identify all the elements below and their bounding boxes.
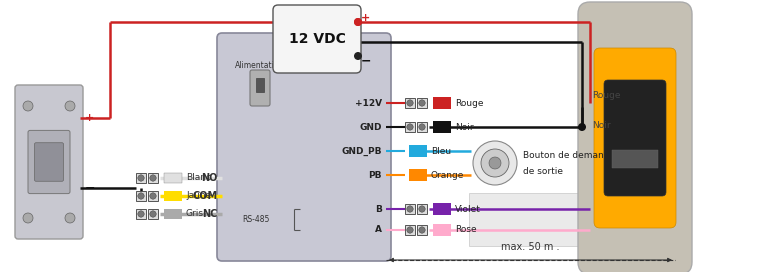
Bar [148,191,158,201]
Text: B: B [375,205,382,214]
Text: GND_PB: GND_PB [342,146,382,156]
Circle shape [354,18,362,26]
Circle shape [419,206,425,212]
Bar [417,122,427,132]
FancyBboxPatch shape [15,85,83,239]
Circle shape [65,101,75,111]
FancyBboxPatch shape [34,143,64,181]
Text: Gris: Gris [186,209,204,218]
Circle shape [489,157,501,169]
Bar [256,78,264,92]
Text: Bleu: Bleu [431,147,451,156]
Bar [612,150,658,168]
Circle shape [150,175,156,181]
Circle shape [407,100,413,106]
Circle shape [150,211,156,217]
Circle shape [419,227,425,233]
Bar [417,204,427,214]
Text: NC: NC [202,209,218,219]
Circle shape [419,100,425,106]
FancyBboxPatch shape [273,5,361,73]
Circle shape [138,193,144,199]
Text: COM: COM [193,191,218,201]
Bar [136,209,146,219]
Text: Rouge: Rouge [592,91,620,100]
Circle shape [473,141,517,185]
Text: Noir: Noir [455,122,474,131]
Circle shape [419,124,425,130]
Circle shape [354,18,362,26]
Bar [405,225,415,235]
Text: +: + [85,113,94,123]
Bar [148,209,158,219]
Circle shape [138,211,144,217]
Bar [409,145,427,157]
Circle shape [407,124,413,130]
Bar [405,122,415,132]
Circle shape [354,52,362,60]
Text: RS-485: RS-485 [242,215,270,224]
Text: 12 VDC: 12 VDC [289,32,346,46]
Text: A: A [375,225,382,234]
Bar [148,173,158,183]
Text: Bouton de demande: Bouton de demande [523,150,615,159]
Text: Noir: Noir [592,122,611,131]
Text: max. 50 m .: max. 50 m . [501,242,560,252]
Text: Orange: Orange [431,171,464,180]
Text: +12V: +12V [355,98,382,107]
Bar [433,121,451,133]
FancyBboxPatch shape [28,130,70,194]
Bar [164,191,182,201]
Text: de sortie: de sortie [523,166,563,175]
Circle shape [23,213,33,223]
Bar [433,203,451,215]
Bar [433,224,451,236]
Text: PB: PB [368,171,382,180]
FancyBboxPatch shape [578,2,692,272]
Bar [433,97,451,109]
Bar [164,173,182,183]
Text: Blanc: Blanc [186,174,211,183]
Circle shape [578,123,586,131]
FancyBboxPatch shape [594,48,676,228]
Bar [405,204,415,214]
Bar [136,173,146,183]
FancyBboxPatch shape [217,33,391,261]
FancyBboxPatch shape [604,80,666,196]
Text: −: − [85,181,96,194]
Text: NO: NO [201,173,218,183]
Bar [469,193,588,246]
FancyBboxPatch shape [250,70,270,106]
Bar [405,98,415,108]
Text: +: + [361,13,370,23]
Text: Jaune: Jaune [186,191,211,200]
Circle shape [407,227,413,233]
Bar [409,169,427,181]
Bar [417,98,427,108]
Text: Alimentation: Alimentation [235,61,285,70]
Circle shape [407,206,413,212]
Text: GND: GND [360,122,382,131]
Circle shape [65,213,75,223]
Bar [164,209,182,219]
Circle shape [23,101,33,111]
Text: Violet: Violet [455,205,481,214]
Circle shape [150,193,156,199]
Bar [136,191,146,201]
Circle shape [481,149,509,177]
Bar [417,225,427,235]
Text: −: − [361,54,372,67]
Circle shape [138,175,144,181]
Text: Rouge: Rouge [455,98,484,107]
Text: Rose: Rose [455,225,477,234]
